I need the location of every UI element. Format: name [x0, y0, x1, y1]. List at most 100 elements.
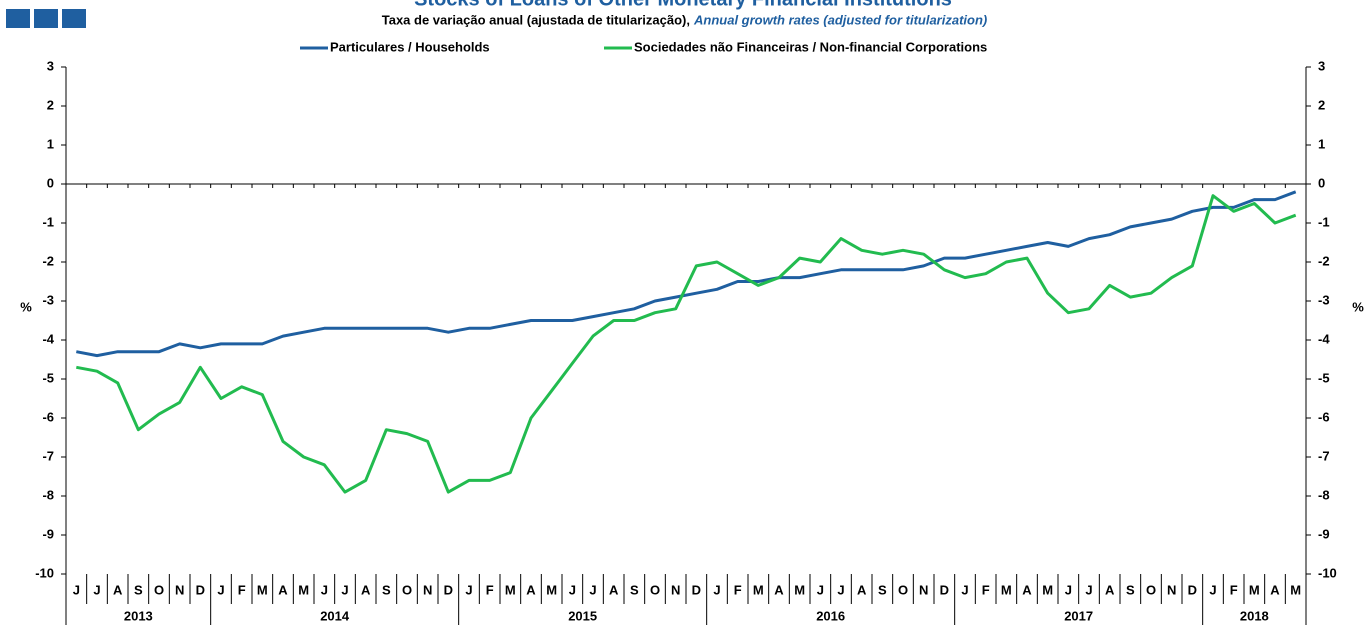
y-tick-label: 3: [47, 58, 54, 73]
x-tick-label: J: [589, 582, 596, 597]
x-tick-label: M: [794, 582, 805, 597]
chart-subtitle: Taxa de variação anual (ajustada de titu…: [382, 12, 690, 27]
x-tick-label: M: [1290, 582, 1301, 597]
y-tick-label: -9: [42, 526, 54, 541]
y2-tick-label: -6: [1318, 409, 1330, 424]
x-tick-label: S: [1126, 582, 1135, 597]
y2-tick-label: 3: [1318, 58, 1325, 73]
y-tick-label: -1: [42, 214, 54, 229]
x-tick-label: D: [444, 582, 453, 597]
chart-subtitle-en: Annual growth rates (adjusted for titula…: [693, 12, 987, 27]
y-tick-label: -4: [42, 331, 54, 346]
x-tick-label: O: [650, 582, 660, 597]
y2-tick-label: -3: [1318, 292, 1330, 307]
y-tick-label: -6: [42, 409, 54, 424]
y-axis-label: %: [20, 299, 32, 314]
x-tick-label: M: [505, 582, 516, 597]
x-tick-label: J: [713, 582, 720, 597]
x-tick-label: D: [1188, 582, 1197, 597]
y-tick-label: 1: [47, 136, 54, 151]
series-line: [76, 190, 1297, 358]
x-tick-label: A: [1022, 582, 1032, 597]
x-tick-label: N: [423, 582, 432, 597]
x-tick-label: N: [919, 582, 928, 597]
x-tick-label: F: [486, 582, 494, 597]
x-tick-label: S: [134, 582, 143, 597]
y2-tick-label: 2: [1318, 97, 1325, 112]
x-tick-label: J: [341, 582, 348, 597]
x-tick-label: M: [1249, 582, 1260, 597]
x-tick-label: N: [1167, 582, 1176, 597]
y2-tick-label: -8: [1318, 487, 1330, 502]
x-tick-label: J: [817, 582, 824, 597]
y2-tick-label: -10: [1318, 565, 1337, 580]
x-group-label: 2018: [1240, 608, 1269, 623]
x-tick-label: J: [569, 582, 576, 597]
x-tick-label: J: [321, 582, 328, 597]
x-tick-label: S: [630, 582, 639, 597]
x-tick-label: A: [1270, 582, 1280, 597]
x-tick-label: A: [774, 582, 784, 597]
x-tick-label: A: [278, 582, 288, 597]
y2-axis-label: %: [1352, 299, 1364, 314]
chart-title: Stocks of Loans of Other Monetary Financ…: [414, 0, 952, 10]
y2-tick-label: 1: [1318, 136, 1325, 151]
x-tick-label: J: [1085, 582, 1092, 597]
x-group-label: 2013: [124, 608, 153, 623]
x-tick-label: N: [175, 582, 184, 597]
logo-block: [34, 9, 58, 28]
x-tick-label: J: [1065, 582, 1072, 597]
y2-tick-label: -9: [1318, 526, 1330, 541]
y-tick-label: -7: [42, 448, 54, 463]
x-group-label: 2015: [568, 608, 597, 623]
y-tick-label: -3: [42, 292, 54, 307]
y-tick-label: 0: [47, 175, 54, 190]
x-group-label: 2016: [816, 608, 845, 623]
x-tick-label: O: [898, 582, 908, 597]
series-line: [76, 194, 1297, 494]
x-tick-label: O: [154, 582, 164, 597]
legend-label: Sociedades não Financeiras / Non-financi…: [634, 39, 987, 54]
x-group-label: 2017: [1064, 608, 1093, 623]
x-tick-label: F: [982, 582, 990, 597]
x-tick-label: M: [1001, 582, 1012, 597]
y2-tick-label: -1: [1318, 214, 1330, 229]
x-tick-label: A: [361, 582, 371, 597]
x-tick-label: S: [878, 582, 887, 597]
x-tick-label: J: [1209, 582, 1216, 597]
y-tick-label: -10: [35, 565, 54, 580]
y2-tick-label: -4: [1318, 331, 1330, 346]
x-tick-label: D: [692, 582, 701, 597]
x-tick-label: F: [1230, 582, 1238, 597]
x-tick-label: A: [1105, 582, 1115, 597]
x-tick-label: J: [217, 582, 224, 597]
y2-tick-label: -5: [1318, 370, 1330, 385]
logo-block: [62, 9, 86, 28]
x-tick-label: D: [196, 582, 205, 597]
x-tick-label: J: [465, 582, 472, 597]
y-tick-label: -2: [42, 253, 54, 268]
x-tick-label: A: [609, 582, 619, 597]
x-tick-label: J: [961, 582, 968, 597]
y-tick-label: -8: [42, 487, 54, 502]
x-tick-label: F: [238, 582, 246, 597]
x-tick-label: M: [1042, 582, 1053, 597]
x-tick-label: M: [298, 582, 309, 597]
x-tick-label: O: [402, 582, 412, 597]
y2-tick-label: -2: [1318, 253, 1330, 268]
x-tick-label: M: [546, 582, 557, 597]
x-tick-label: A: [113, 582, 123, 597]
x-tick-label: A: [857, 582, 867, 597]
x-tick-label: J: [73, 582, 80, 597]
x-tick-label: J: [93, 582, 100, 597]
y-tick-label: 2: [47, 97, 54, 112]
y2-tick-label: 0: [1318, 175, 1325, 190]
x-group-label: 2014: [320, 608, 350, 623]
x-tick-label: N: [671, 582, 680, 597]
x-tick-label: F: [734, 582, 742, 597]
y2-tick-label: -7: [1318, 448, 1330, 463]
x-tick-label: D: [940, 582, 949, 597]
x-tick-label: S: [382, 582, 391, 597]
x-tick-label: O: [1146, 582, 1156, 597]
